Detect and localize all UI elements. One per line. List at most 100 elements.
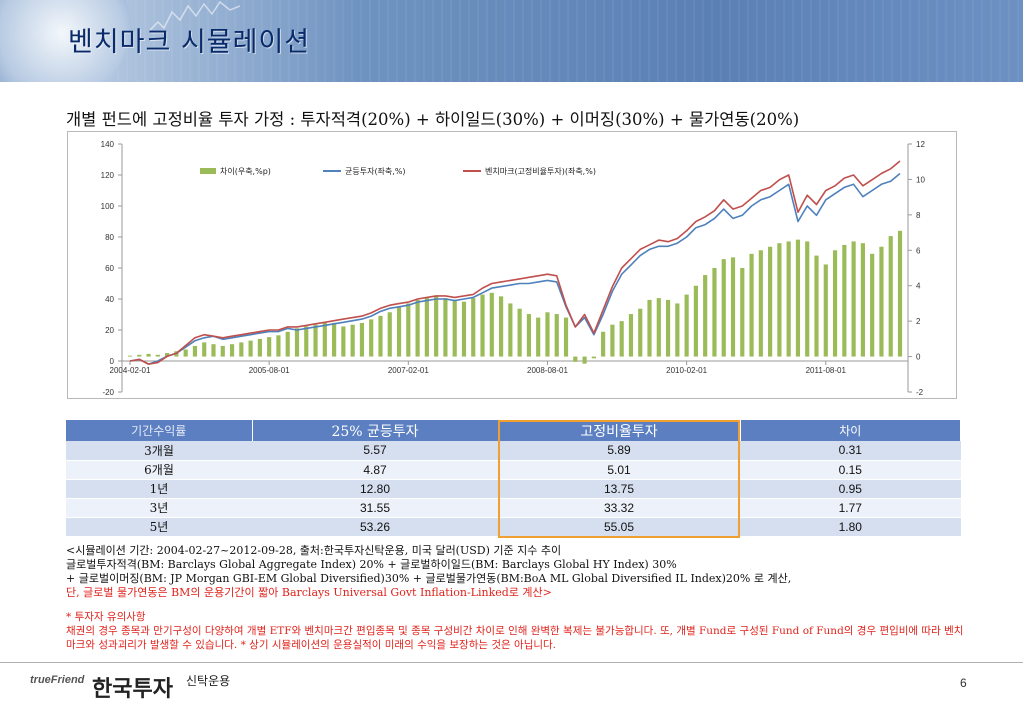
x-tick-label: 2011-08-01 (806, 366, 847, 375)
diff-bar (805, 241, 810, 357)
diff-bar (851, 241, 856, 357)
diff-bar (443, 298, 448, 357)
header-equal: 25% 균등투자 (252, 420, 499, 441)
diff-bar (638, 308, 643, 357)
simulation-notes: <시뮬레이션 기간: 2004-02-27~2012-09-28, 출처:한국투… (66, 544, 966, 600)
cell-diff: 0.15 (740, 460, 961, 480)
left-tick-label: 100 (101, 202, 115, 211)
diff-bar (285, 331, 290, 357)
diff-bar (471, 298, 476, 357)
x-tick-label: 2010-02-01 (666, 366, 707, 375)
diff-bar (554, 314, 559, 357)
diff-bar (434, 296, 439, 357)
diff-bar (508, 303, 513, 357)
diff-bar (359, 322, 365, 357)
row-label: 1년 (66, 479, 252, 499)
returns-table: 기간수익률 25% 균등투자 고정비율투자 차이 3개월 5.57 5.89 0… (66, 420, 961, 537)
warning-title: * 투자자 유의사항 (66, 611, 146, 623)
diff-bar (294, 328, 300, 357)
diff-bar (369, 319, 374, 357)
footer-divider (0, 662, 1023, 663)
diff-bar (489, 292, 494, 357)
right-tick-label: 0 (916, 353, 921, 362)
diff-bar (712, 268, 717, 357)
diff-bar (127, 355, 133, 357)
legend-label-benchmark: 벤치마크(고정비율투자)(좌축,%) (485, 166, 596, 176)
right-tick-label: 6 (916, 246, 921, 255)
note-line: <시뮬레이션 기간: 2004-02-27~2012-09-28, 출처:한국투… (66, 544, 562, 557)
diff-bar (897, 230, 903, 357)
benchmark-line (129, 160, 901, 365)
row-label: 3개월 (66, 441, 252, 461)
left-tick-label: 80 (105, 233, 114, 242)
warning-body: 채권의 경우 종목과 만기구성이 다양하여 개별 ETF와 벤치마크간 편입종목… (66, 625, 964, 651)
diff-bar (582, 356, 587, 364)
diff-bar (415, 299, 420, 357)
diff-bar (517, 308, 522, 357)
diff-bar (387, 312, 392, 357)
cell-diff: 0.95 (740, 479, 961, 499)
diff-bar (322, 322, 327, 357)
cell-diff: 1.77 (740, 498, 961, 518)
diff-bar (378, 315, 383, 357)
row-label: 3년 (66, 498, 252, 518)
diff-bar (332, 322, 337, 357)
diff-bar (229, 344, 235, 357)
table-row: 6개월 4.87 5.01 0.15 (66, 460, 961, 480)
left-tick-label: -20 (102, 388, 114, 397)
left-tick-label: 40 (105, 295, 114, 304)
diff-bar (424, 298, 429, 357)
diff-bar (777, 243, 782, 357)
diff-bar (693, 285, 698, 357)
diff-bar (740, 268, 745, 357)
diff-bar (768, 246, 773, 357)
diff-bar (870, 253, 875, 357)
diff-bar (267, 337, 272, 357)
note-line: 단, 글로벌 물가연동은 BM의 운용기간이 짧아 Barclays Unive… (66, 586, 552, 599)
diff-bar (526, 314, 532, 357)
legend-swatch-bar (200, 168, 216, 174)
diff-bar (276, 335, 281, 357)
x-tick-label: 2004-02-01 (110, 366, 151, 375)
logo-korean: 한국투자 (92, 677, 173, 702)
diff-bar (647, 299, 652, 357)
diff-bar (202, 342, 207, 357)
diff-bar (832, 250, 838, 357)
cell-diff: 0.31 (740, 441, 961, 461)
diff-bar (721, 259, 726, 357)
diff-bar (749, 253, 754, 357)
row-label: 5년 (66, 517, 252, 537)
investor-warning: * 투자자 유의사항 채권의 경우 종목과 만기구성이 다양하여 개별 ETF와… (66, 610, 966, 652)
diff-bar (545, 312, 550, 357)
page-title: 벤치마크 시뮬레이션 (68, 27, 311, 58)
diff-bar (406, 303, 411, 357)
diff-bar (498, 296, 504, 357)
cell-equal: 31.55 (252, 498, 498, 518)
cell-fixed: 55.05 (498, 517, 740, 537)
diff-bar (220, 345, 225, 357)
diff-bar (730, 257, 736, 357)
table-row: 5년 53.26 55.05 1.80 (66, 517, 961, 537)
logo-sub: 신탁운용 (186, 674, 231, 688)
diff-bar (137, 354, 142, 357)
diff-bar (665, 299, 671, 357)
diff-bar (304, 326, 309, 357)
chart-subtitle: 개별 펀드에 고정비율 투자 가정 : 투자적격(20%) + 하이일드(30%… (66, 110, 800, 129)
diff-bar (879, 246, 884, 357)
diff-bar (396, 306, 402, 357)
table-row: 3개월 5.57 5.89 0.31 (66, 441, 961, 461)
diff-bar (860, 243, 865, 357)
diff-bar (257, 338, 262, 357)
diff-bar (183, 349, 188, 357)
diff-bar (536, 317, 541, 357)
diff-bar (452, 299, 457, 357)
diff-bar (239, 342, 244, 357)
diff-bar (823, 264, 828, 357)
legend-label-equal: 균등투자(좌축,%) (345, 167, 406, 176)
left-tick-label: 120 (101, 171, 115, 180)
equal-weight-line (129, 172, 901, 365)
diff-bar (461, 301, 467, 357)
right-tick-label: -2 (916, 388, 924, 397)
diff-bar (155, 354, 160, 357)
diff-bar (601, 331, 606, 357)
